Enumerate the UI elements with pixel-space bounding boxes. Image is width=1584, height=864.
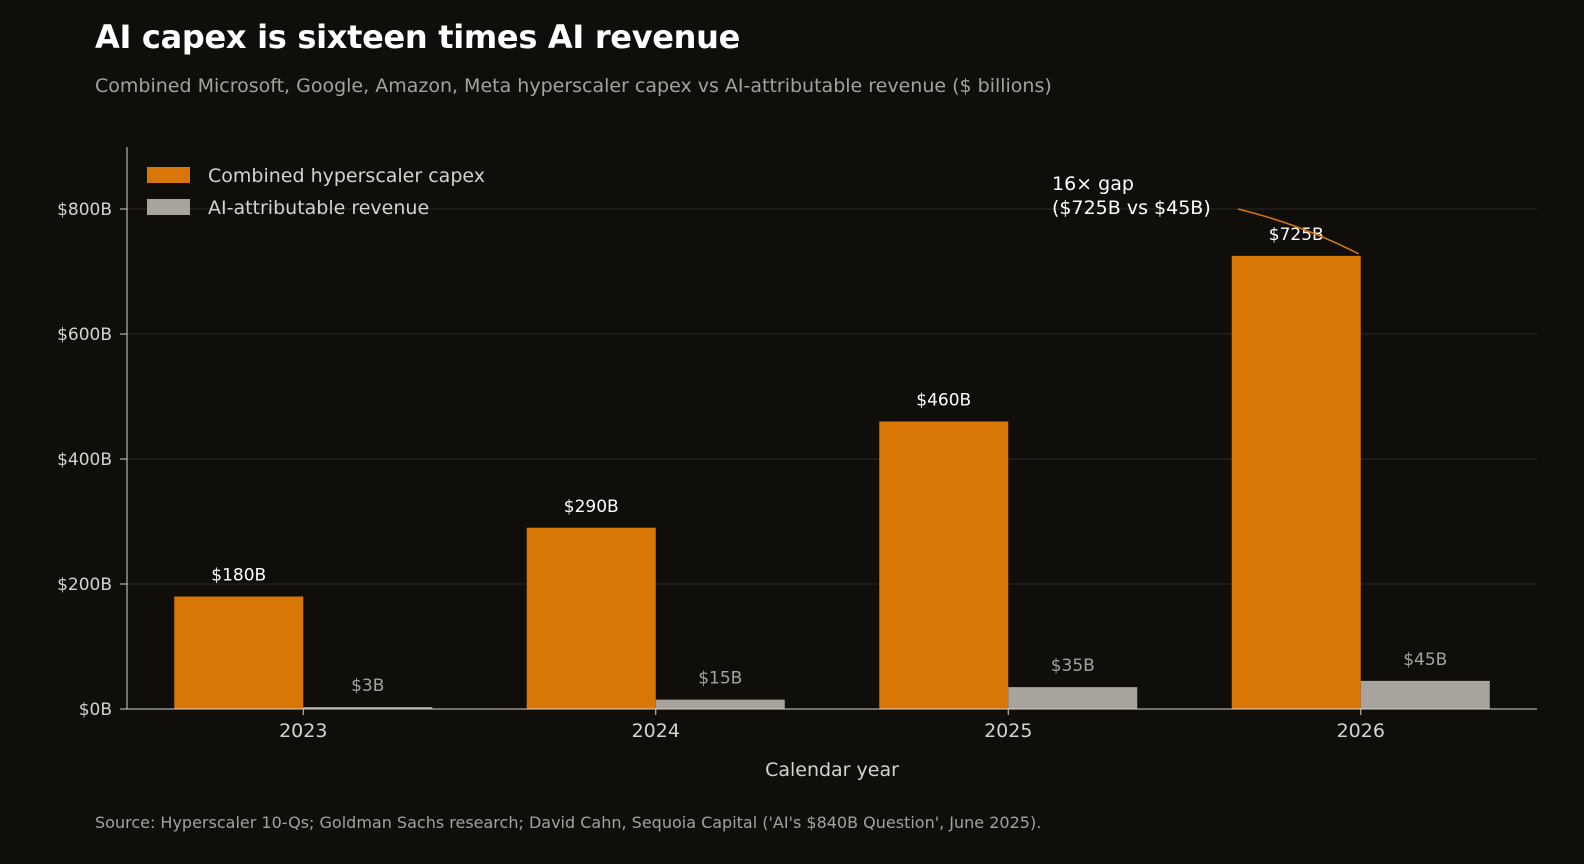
legend-swatch-revenue bbox=[147, 199, 190, 215]
bar-chart: $0B $200B $400B $600B $800B 2023 2024 2025 2026 C… bbox=[57, 147, 1537, 781]
capex-value-label: $180B bbox=[211, 566, 266, 586]
data-labels: $180B $3B $290B $15B $460B $35B $725B $45B bbox=[211, 225, 1447, 696]
source-note: Source: Hyperscaler 10-Qs; Goldman Sachs… bbox=[95, 813, 1042, 832]
chart-subtitle: Combined Microsoft, Google, Amazon, Meta… bbox=[95, 75, 1052, 97]
capex-value-label: $290B bbox=[564, 497, 619, 517]
axes: $0B $200B $400B $600B $800B 2023 2024 2025 2026 C… bbox=[57, 147, 1537, 781]
capex-value-label: $725B bbox=[1269, 225, 1324, 245]
revenue-value-label: $45B bbox=[1403, 650, 1447, 670]
revenue-bar bbox=[1008, 687, 1138, 709]
x-tick-label: 2026 bbox=[1337, 720, 1385, 742]
y-tick-label: $0B bbox=[79, 700, 112, 720]
capex-bar bbox=[174, 596, 304, 709]
legend-label-revenue: AI-attributable revenue bbox=[208, 197, 429, 219]
capex-bar bbox=[879, 421, 1009, 709]
y-tick-label: $600B bbox=[57, 325, 112, 345]
legend-swatch-capex bbox=[147, 167, 190, 183]
x-tick-label: 2024 bbox=[632, 720, 680, 742]
y-tick-label: $800B bbox=[57, 200, 112, 220]
legend-label-capex: Combined hyperscaler capex bbox=[208, 165, 485, 187]
y-tick-label: $200B bbox=[57, 575, 112, 595]
x-tick-label: 2025 bbox=[984, 720, 1032, 742]
x-axis-title: Calendar year bbox=[765, 759, 899, 781]
revenue-bar bbox=[1360, 680, 1490, 709]
y-tick-label: $400B bbox=[57, 450, 112, 470]
annotation-detail: ($725B vs $45B) bbox=[1052, 197, 1211, 219]
bars bbox=[174, 255, 1490, 709]
annotation-arrow bbox=[1237, 208, 1360, 255]
revenue-bar bbox=[655, 699, 785, 709]
revenue-value-label: $15B bbox=[698, 669, 742, 689]
capex-bar bbox=[526, 527, 656, 709]
x-tick-label: 2023 bbox=[279, 720, 327, 742]
legend: Combined hyperscaler capex AI-attributabl… bbox=[147, 165, 485, 219]
revenue-value-label: $3B bbox=[351, 676, 384, 696]
chart-title: AI capex is sixteen times AI revenue bbox=[95, 18, 741, 56]
revenue-bar bbox=[303, 707, 433, 709]
revenue-value-label: $35B bbox=[1051, 656, 1095, 676]
capex-bar bbox=[1231, 255, 1361, 709]
annotation-title: 16× gap bbox=[1052, 173, 1134, 195]
capex-value-label: $460B bbox=[916, 391, 971, 411]
annotation: 16× gap($725B vs $45B) bbox=[1052, 173, 1360, 255]
